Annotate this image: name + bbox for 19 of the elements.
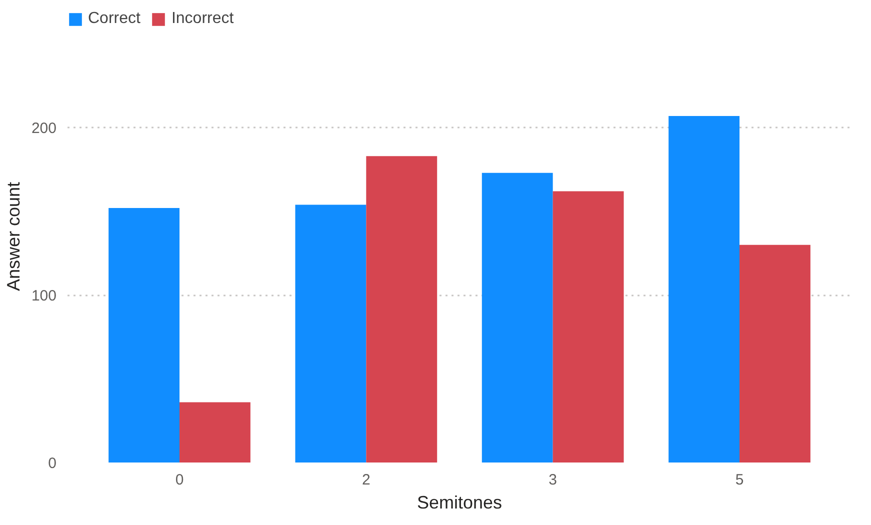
- bar: [482, 172, 553, 462]
- bar: [668, 116, 740, 462]
- bar: [552, 191, 624, 462]
- x-tick-label: 3: [548, 472, 558, 488]
- legend-label: Incorrect: [171, 10, 234, 28]
- bar: [366, 156, 438, 462]
- y-axis-title: Answer count: [3, 182, 24, 292]
- x-tick-label: 5: [735, 472, 744, 488]
- y-tick-label: 200: [31, 120, 57, 138]
- y-tick-label: 0: [48, 455, 56, 472]
- legend-label: Correct: [88, 10, 140, 28]
- bar: [180, 402, 250, 462]
- x-axis-title: Semitones: [416, 492, 502, 512]
- bar: [740, 244, 810, 462]
- bar: [295, 204, 366, 462]
- y-tick-label: 100: [31, 288, 57, 305]
- x-tick-label: 0: [175, 472, 184, 488]
- bar: [108, 208, 180, 462]
- x-tick-label: 2: [362, 472, 370, 488]
